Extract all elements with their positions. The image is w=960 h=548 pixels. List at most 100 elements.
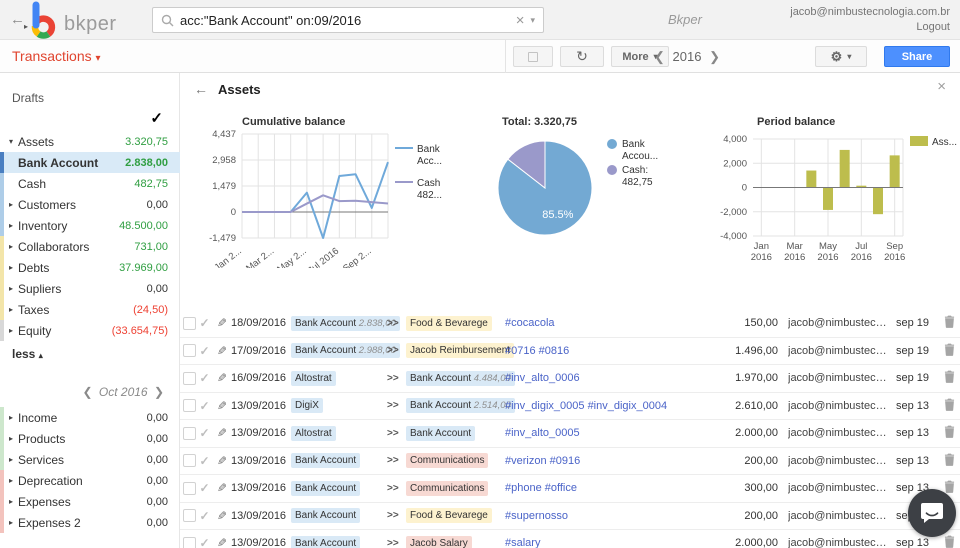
posted-check-icon[interactable]: ✓ [199,343,210,358]
delete-button[interactable] [938,425,960,441]
posted-check-icon[interactable]: ✓ [199,398,210,413]
transaction-tags-link[interactable]: #phone #office [505,482,577,495]
caret-right-icon[interactable]: ▸ [8,497,13,506]
delete-button[interactable] [938,370,960,386]
sidebar-item-assets[interactable]: ▾ Assets 3.320,75 [0,131,180,152]
to-account-chip[interactable]: Bank Account [406,425,476,441]
sidebar-item-deprecation[interactable]: ▸ Deprecation 0,00 [0,470,180,491]
approved-filter-check-icon[interactable]: ✓ [150,110,163,127]
to-account-chip[interactable]: Communications [406,480,489,496]
sidebar-item-cash[interactable]: Cash 482,75 [0,173,180,194]
transaction-tags-link[interactable]: #inv_digix_0005 #inv_digix_0004 [505,399,668,412]
sidebar-item-customers[interactable]: ▸ Customers 0,00 [0,194,180,215]
to-account-chip[interactable]: Bank Account 4.484,00 [406,370,515,386]
row-checkbox[interactable] [183,371,196,385]
from-account-chip[interactable]: Bank Account [291,508,361,524]
from-account-chip[interactable]: Bank Account 2.838,00 [291,315,400,331]
transaction-tags-link[interactable]: #salary [505,537,541,548]
sidebar-item-inventory[interactable]: ▸ Inventory 48.500,00 [0,215,180,236]
caret-right-icon[interactable]: ▸ [8,242,13,251]
posted-check-icon[interactable]: ✓ [199,481,210,496]
row-checkbox[interactable] [183,454,196,468]
from-account-chip[interactable]: Bank Account [291,453,361,469]
more-button[interactable]: More ▾ [611,46,669,67]
sidebar-item-expenses-2[interactable]: ▸ Expenses 2 0,00 [0,512,180,533]
panel-close-icon[interactable]: × [937,78,946,95]
posted-check-icon[interactable]: ✓ [199,426,210,441]
edit-pencil-icon[interactable]: ✎ [216,343,228,358]
bkper-logo[interactable]: ▸ bkper [24,1,117,39]
sidebar-item-services[interactable]: ▸ Services 0,00 [0,449,180,470]
row-checkbox[interactable] [183,316,196,330]
panel-back-icon[interactable]: ← [194,81,208,97]
refresh-button[interactable]: ↻ [560,46,604,67]
sidebar-item-bank-account[interactable]: Bank Account 2.838,00 [0,152,180,173]
delete-button[interactable] [938,398,960,414]
search-input[interactable] [180,12,510,28]
to-account-chip[interactable]: Bank Account 2.514,00 [406,398,515,414]
edit-pencil-icon[interactable]: ✎ [216,398,228,413]
to-account-chip[interactable]: Jacob Reimbursement [406,343,515,359]
transaction-tags-link[interactable]: #inv_alto_0005 [505,427,580,440]
drafts-nav-item[interactable]: Drafts [12,91,45,105]
sidebar-item-equity[interactable]: ▸ Equity (33.654,75) [0,320,180,341]
browser-back-icon[interactable]: ← [10,11,25,28]
transaction-tags-link[interactable]: #inv_alto_0006 [505,372,580,385]
row-checkbox[interactable] [183,536,196,548]
next-year-icon[interactable]: ❯ [709,49,720,64]
from-account-chip[interactable]: Bank Account [291,535,361,548]
caret-right-icon[interactable]: ▸ [8,455,13,464]
search-clear-icon[interactable]: × [515,11,525,29]
transaction-tags-link[interactable]: #verizon #0916 [505,454,581,467]
delete-button[interactable] [938,453,960,469]
sidebar-item-debts[interactable]: ▸ Debts 37.969,00 [0,257,180,278]
sidebar-item-expenses[interactable]: ▸ Expenses 0,00 [0,491,180,512]
from-account-chip[interactable]: Bank Account [291,480,361,496]
delete-button[interactable] [938,480,960,496]
sidebar-item-supliers[interactable]: ▸ Supliers 0,00 [0,278,180,299]
previous-year-icon[interactable]: ❮ [654,49,665,64]
less-toggle[interactable]: less ▴ [12,347,43,361]
edit-pencil-icon[interactable]: ✎ [216,481,228,496]
row-checkbox[interactable] [183,426,196,440]
row-checkbox[interactable] [183,399,196,413]
to-account-chip[interactable]: Food & Bevarege [406,508,492,524]
posted-check-icon[interactable]: ✓ [199,453,210,468]
caret-right-icon[interactable]: ▸ [8,284,13,293]
select-all-button[interactable] [513,46,553,67]
chat-launcher-button[interactable] [908,489,956,537]
posted-check-icon[interactable]: ✓ [199,536,210,548]
delete-button[interactable] [938,535,960,548]
caret-right-icon[interactable]: ▸ [8,263,13,272]
share-button[interactable]: Share [884,46,950,67]
posted-check-icon[interactable]: ✓ [199,371,210,386]
posted-check-icon[interactable]: ✓ [199,508,210,523]
delete-button[interactable] [938,343,960,359]
edit-pencil-icon[interactable]: ✎ [216,453,228,468]
to-account-chip[interactable]: Jacob Salary [406,535,472,548]
sidebar-item-taxes[interactable]: ▸ Taxes (24,50) [0,299,180,320]
caret-right-icon[interactable]: ▸ [8,434,13,443]
transaction-tags-link[interactable]: #supernosso [505,509,568,522]
settings-button[interactable]: ⚙ ▾ [815,46,867,67]
posted-check-icon[interactable]: ✓ [199,316,210,331]
transaction-tags-link[interactable]: #0716 #0816 [505,344,570,357]
from-account-chip[interactable]: Altostrat [291,425,336,441]
sidebar-item-products[interactable]: ▸ Products 0,00 [0,428,180,449]
sidebar-item-income[interactable]: ▸ Income 0,00 [0,407,180,428]
edit-pencil-icon[interactable]: ✎ [216,316,228,331]
from-account-chip[interactable]: Bank Account 2.988,00 [291,343,400,359]
search-box[interactable]: × ▾ [152,7,544,33]
logout-link[interactable]: Logout [916,21,950,33]
from-account-chip[interactable]: DigiX [291,398,323,414]
from-account-chip[interactable]: Altostrat [291,370,336,386]
to-account-chip[interactable]: Food & Bevarege [406,315,492,331]
edit-pencil-icon[interactable]: ✎ [216,536,228,548]
caret-right-icon[interactable]: ▸ [8,326,13,335]
caret-right-icon[interactable]: ▸ [8,476,13,485]
caret-right-icon[interactable]: ▸ [8,200,13,209]
edit-pencil-icon[interactable]: ✎ [216,508,228,523]
row-checkbox[interactable] [183,481,196,495]
caret-right-icon[interactable]: ▸ [8,305,13,314]
caret-right-icon[interactable]: ▸ [8,518,13,527]
